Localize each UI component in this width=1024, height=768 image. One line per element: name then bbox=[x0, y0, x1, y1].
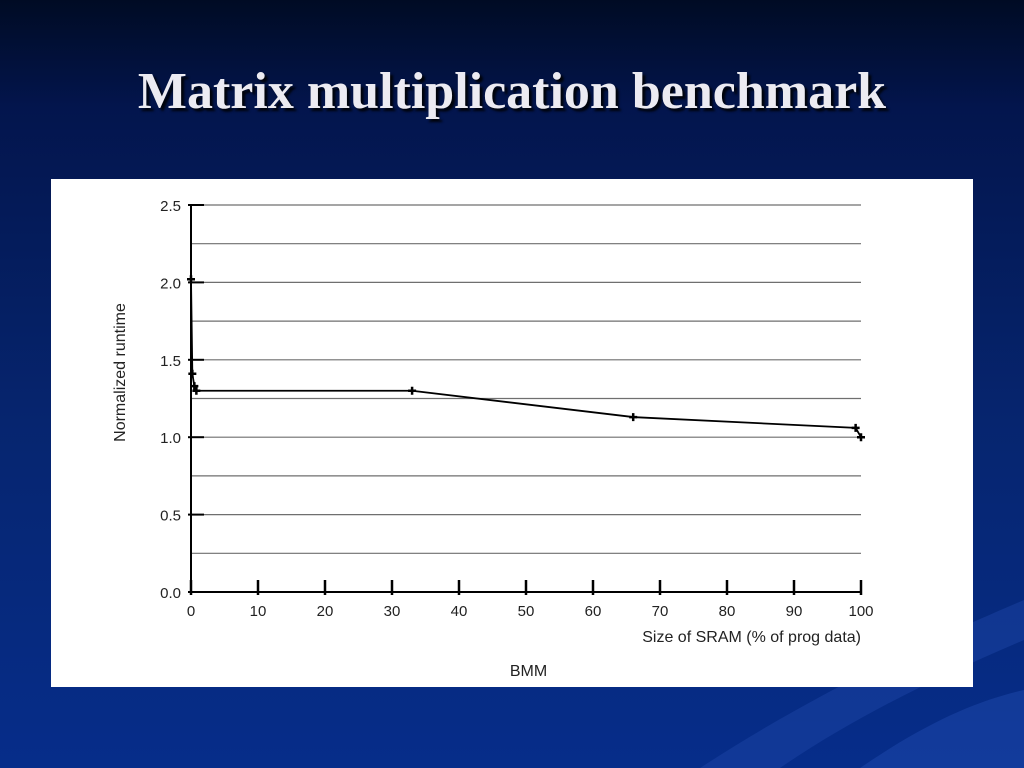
y-tick-label: 0.5 bbox=[160, 508, 181, 525]
x-tick-label: 10 bbox=[250, 603, 267, 620]
series-line bbox=[190, 279, 862, 438]
x-tick-label: 50 bbox=[518, 603, 535, 620]
data-point bbox=[190, 382, 199, 391]
slide-title: Matrix multiplication benchmark bbox=[137, 63, 887, 120]
x-tick-label: 20 bbox=[317, 603, 334, 620]
x-tick-label: 80 bbox=[719, 603, 736, 620]
x-tick-label: 90 bbox=[786, 603, 803, 620]
x-tick-label: 40 bbox=[451, 603, 468, 620]
x-tick-label: 70 bbox=[652, 603, 669, 620]
data-point bbox=[192, 386, 201, 395]
chart-panel: 0.0 0.5 1.0 1.5 2.0 2.5 0 10 20 30 40 50 60 70 80 90 100… bbox=[51, 179, 973, 687]
data-point bbox=[188, 369, 197, 378]
y-tick-label: 1.5 bbox=[160, 353, 181, 370]
data-point bbox=[187, 275, 195, 284]
y-tick-label: 1.0 bbox=[160, 430, 181, 447]
x-tick-label: 60 bbox=[585, 603, 602, 620]
x-axis-label: Size of SRAM (% of prog data) bbox=[642, 629, 861, 646]
data-point bbox=[857, 433, 865, 442]
x-tick-label: 100 bbox=[848, 603, 873, 620]
y-axis-label: Normalized runtime bbox=[112, 303, 129, 442]
chart-caption: BMM bbox=[509, 663, 548, 680]
y-tick-label: 2.0 bbox=[160, 275, 181, 292]
data-point bbox=[851, 423, 860, 432]
x-tick-label: 0 bbox=[187, 603, 195, 620]
data-point bbox=[408, 386, 417, 395]
y-tick-label: 2.5 bbox=[160, 198, 181, 215]
y-tick-label: 0.0 bbox=[160, 585, 181, 602]
x-tick-label: 30 bbox=[384, 603, 401, 620]
runtime-chart: 0.0 0.5 1.0 1.5 2.0 2.5 0 10 20 30 40 50 60 70 80 90 100… bbox=[112, 198, 874, 646]
data-point bbox=[629, 413, 638, 422]
